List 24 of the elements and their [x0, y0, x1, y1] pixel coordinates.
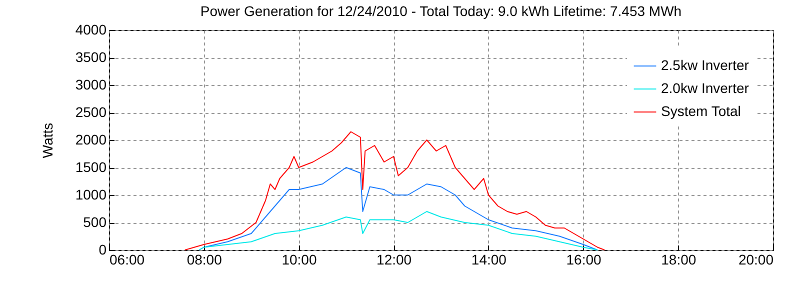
- chart-title: Power Generation for 12/24/2010 - Total Today: 9.0 kWh Lifetime: 7.453 MWh: [200, 3, 682, 19]
- legend-label: 2.0kw Inverter: [661, 80, 750, 96]
- x-tick-label: 12:00: [376, 252, 412, 268]
- y-tick-label: 2500: [75, 104, 107, 120]
- line-series: [198, 211, 598, 250]
- legend-label: System Total: [661, 103, 741, 119]
- line-series: [184, 131, 606, 250]
- x-tick-label: 08:00: [186, 252, 222, 268]
- x-tick-label: 14:00: [471, 252, 507, 268]
- y-tick-label: 0: [98, 242, 107, 258]
- y-tick-label: 1500: [75, 159, 107, 175]
- legend-label: 2.5kw Inverter: [661, 57, 750, 73]
- y-tick-label: 3000: [75, 76, 107, 92]
- x-tick-label: 10:00: [282, 252, 317, 268]
- x-tick-label: 06:00: [110, 252, 145, 268]
- x-tick-label: 16:00: [566, 252, 602, 268]
- x-tick-label: 18:00: [661, 252, 696, 268]
- y-tick-label: 4000: [75, 22, 107, 38]
- y-axis-title: Watts: [39, 122, 56, 158]
- y-tick-label: 3500: [75, 49, 107, 65]
- y-tick-label: 500: [83, 214, 107, 230]
- y-tick-label: 1000: [75, 186, 107, 202]
- y-tick-label: 2000: [75, 132, 107, 148]
- x-tick-label: 20:00: [738, 252, 774, 268]
